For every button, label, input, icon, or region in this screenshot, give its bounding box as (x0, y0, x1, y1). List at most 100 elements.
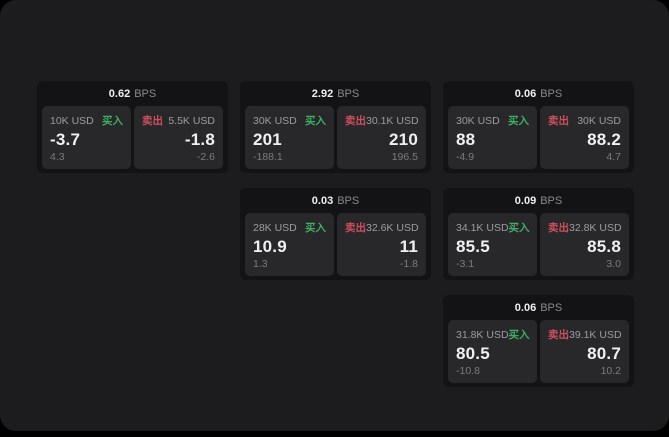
spread-value: 2.92 (311, 87, 334, 100)
sell-panel[interactable]: 卖出 32.6K USD 11 -1.8 (337, 213, 426, 276)
sell-panel-top: 卖出 30K USD (548, 113, 621, 128)
sell-label: 卖出 (142, 115, 163, 127)
quote-card: 0.09 BPS 34.1K USD 买入 85.5 -3.1 卖出 32.8K… (443, 188, 634, 280)
sell-delta: 196.5 (391, 151, 418, 163)
sell-delta: 10.2 (600, 365, 621, 377)
spread-unit: BPS (540, 87, 563, 100)
buy-amount: 31.8K USD (456, 328, 509, 341)
sell-price: 210 (389, 129, 418, 149)
buy-amount: 30K USD (456, 114, 500, 127)
buy-price: -3.7 (50, 129, 81, 149)
sell-delta: 4.7 (606, 151, 621, 163)
sell-panel-top: 卖出 5.5K USD (142, 113, 215, 128)
sell-amount: 5.5K USD (168, 114, 215, 127)
buy-panel-top: 30K USD 买入 (253, 113, 326, 128)
spread-value: 0.09 (514, 194, 537, 207)
spread-unit: BPS (540, 301, 563, 314)
quotes-grid: 0.62 BPS 10K USD 买入 -3.7 4.3 卖出 5.5K USD… (37, 81, 634, 387)
quote-panels: 31.8K USD 买入 80.5 -10.8 卖出 39.1K USD 80.… (443, 320, 634, 387)
sell-amount: 32.6K USD (366, 221, 419, 234)
sell-price: 11 (399, 236, 418, 256)
spread-value: 0.03 (311, 194, 334, 207)
buy-price: 88 (456, 129, 476, 149)
buy-price: 85.5 (456, 236, 490, 256)
sell-panel-top: 卖出 32.8K USD (548, 220, 622, 235)
spread-unit: BPS (134, 87, 157, 100)
sell-label: 卖出 (548, 329, 569, 341)
buy-delta: 1.3 (253, 258, 268, 270)
buy-label: 买入 (508, 115, 529, 127)
spread-unit: BPS (337, 87, 360, 100)
buy-price: 10.9 (253, 236, 287, 256)
sell-price: 88.2 (587, 129, 621, 149)
sell-label: 卖出 (345, 222, 366, 234)
buy-amount: 10K USD (50, 114, 94, 127)
quote-card: 0.03 BPS 28K USD 买入 10.9 1.3 卖出 32.6K US… (240, 188, 431, 280)
spread-value: 0.06 (514, 301, 537, 314)
sell-label: 卖出 (345, 115, 366, 127)
sell-price: 80.7 (587, 343, 621, 363)
spread-unit: BPS (337, 194, 360, 207)
sell-panel-top: 卖出 32.6K USD (345, 220, 419, 235)
sell-label: 卖出 (548, 222, 569, 234)
sell-panel[interactable]: 卖出 32.8K USD 85.8 3.0 (540, 213, 629, 276)
sell-delta: 3.0 (606, 258, 621, 270)
sell-delta: -2.6 (196, 151, 215, 163)
card-header: 2.92 BPS (240, 81, 431, 106)
buy-panel-top: 34.1K USD 买入 (456, 220, 530, 235)
buy-panel[interactable]: 10K USD 买入 -3.7 4.3 (42, 106, 131, 169)
card-header: 0.06 BPS (443, 81, 634, 106)
spread-value: 0.62 (108, 87, 131, 100)
buy-panel[interactable]: 30K USD 买入 88 -4.9 (448, 106, 537, 169)
buy-panel[interactable]: 30K USD 买入 201 -188.1 (245, 106, 334, 169)
quote-panels: 30K USD 买入 201 -188.1 卖出 30.1K USD 210 1… (240, 106, 431, 173)
buy-price: 80.5 (456, 343, 490, 363)
quote-panels: 34.1K USD 买入 85.5 -3.1 卖出 32.8K USD 85.8… (443, 213, 634, 280)
buy-price: 201 (253, 129, 282, 149)
buy-label: 买入 (508, 222, 530, 234)
spread-value: 0.06 (514, 87, 537, 100)
sell-price: 85.8 (587, 236, 621, 256)
buy-panel-top: 28K USD 买入 (253, 220, 326, 235)
sell-panel-top: 卖出 39.1K USD (548, 327, 622, 342)
sell-panel[interactable]: 卖出 39.1K USD 80.7 10.2 (540, 320, 629, 383)
sell-panel[interactable]: 卖出 5.5K USD -1.8 -2.6 (134, 106, 223, 169)
card-header: 0.62 BPS (37, 81, 228, 106)
quote-card: 0.62 BPS 10K USD 买入 -3.7 4.3 卖出 5.5K USD… (37, 81, 228, 173)
buy-label: 买入 (305, 115, 326, 127)
buy-panel-top: 30K USD 买入 (456, 113, 529, 128)
buy-panel-top: 31.8K USD 买入 (456, 327, 530, 342)
buy-delta: -10.8 (456, 365, 480, 377)
buy-delta: -3.1 (456, 258, 475, 270)
card-header: 0.09 BPS (443, 188, 634, 213)
sell-panel[interactable]: 卖出 30K USD 88.2 4.7 (540, 106, 629, 169)
sell-amount: 32.8K USD (569, 221, 622, 234)
sell-panel-top: 卖出 30.1K USD (345, 113, 419, 128)
quote-card: 0.06 BPS 30K USD 买入 88 -4.9 卖出 30K USD 8… (443, 81, 634, 173)
sell-price: -1.8 (184, 129, 215, 149)
quote-panels: 30K USD 买入 88 -4.9 卖出 30K USD 88.2 4.7 (443, 106, 634, 173)
buy-panel-top: 10K USD 买入 (50, 113, 123, 128)
quote-panels: 10K USD 买入 -3.7 4.3 卖出 5.5K USD -1.8 -2.… (37, 106, 228, 173)
buy-amount: 28K USD (253, 221, 297, 234)
buy-amount: 30K USD (253, 114, 297, 127)
buy-delta: -188.1 (253, 151, 283, 163)
sell-delta: -1.8 (399, 258, 418, 270)
sell-amount: 39.1K USD (569, 328, 622, 341)
spread-unit: BPS (540, 194, 563, 207)
quote-panels: 28K USD 买入 10.9 1.3 卖出 32.6K USD 11 -1.8 (240, 213, 431, 280)
buy-panel[interactable]: 34.1K USD 买入 85.5 -3.1 (448, 213, 537, 276)
buy-label: 买入 (102, 115, 123, 127)
sell-amount: 30.1K USD (366, 114, 419, 127)
buy-label: 买入 (305, 222, 326, 234)
buy-label: 买入 (508, 329, 530, 341)
card-header: 0.06 BPS (443, 295, 634, 320)
quote-card: 2.92 BPS 30K USD 买入 201 -188.1 卖出 30.1K … (240, 81, 431, 173)
quote-card: 0.06 BPS 31.8K USD 买入 80.5 -10.8 卖出 39.1… (443, 295, 634, 387)
buy-amount: 34.1K USD (456, 221, 509, 234)
sell-amount: 30K USD (577, 114, 621, 127)
buy-panel[interactable]: 31.8K USD 买入 80.5 -10.8 (448, 320, 537, 383)
sell-panel[interactable]: 卖出 30.1K USD 210 196.5 (337, 106, 426, 169)
buy-panel[interactable]: 28K USD 买入 10.9 1.3 (245, 213, 334, 276)
